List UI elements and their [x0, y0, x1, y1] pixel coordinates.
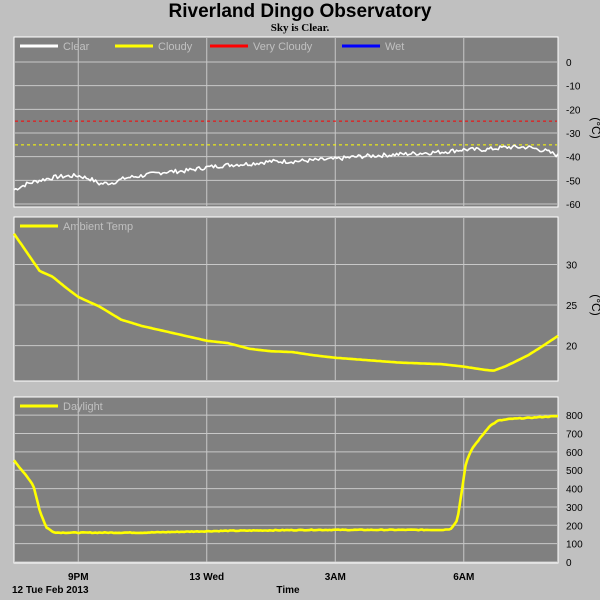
xtick-label: 3AM: [325, 572, 346, 583]
xtick-label: 6AM: [453, 572, 474, 583]
ambient-temp-legend-label: Ambient Temp: [63, 221, 133, 233]
daylight-ytick-label: 500: [566, 466, 583, 477]
tick-layer: 0-10-20-30-40-50-60202530010020030040050…: [68, 58, 583, 583]
sky-temp-legend-label: Wet: [385, 41, 404, 53]
x-axis-title: Time: [276, 585, 300, 596]
sky-temp-panel: (°C): [13, 36, 600, 208]
sky-temp-unit-label: (°C): [589, 117, 600, 138]
date-label: 12 Tue Feb 2013: [12, 585, 89, 596]
sky-temp-legend-label: Cloudy: [158, 41, 193, 53]
daylight-ytick-label: 0: [566, 558, 572, 569]
daylight-ytick-label: 200: [566, 521, 583, 532]
ambient-temp-ytick-label: 25: [566, 301, 578, 312]
sky-temp-ytick-label: -60: [566, 200, 581, 211]
daylight-ytick-label: 100: [566, 540, 583, 551]
daylight-ytick-label: 800: [566, 411, 583, 422]
daylight-panel: [13, 396, 559, 564]
sky-temp-ytick-label: -20: [566, 105, 581, 116]
grid-layer: [15, 38, 557, 563]
sky-temp-ytick-label: -50: [566, 176, 581, 187]
ambient-temp-plot-area: [13, 216, 559, 382]
daylight-ytick-label: 300: [566, 503, 583, 514]
sky-temp-series-line: [13, 144, 559, 191]
ambient-temp-ytick-label: 20: [566, 342, 578, 353]
daylight-ytick-label: 600: [566, 448, 583, 459]
daylight-plot-area: [13, 396, 559, 564]
daylight-ytick-label: 700: [566, 430, 583, 441]
sky-temp-legend-label: Very Cloudy: [253, 41, 313, 53]
sky-temp-ytick-label: -40: [566, 153, 581, 164]
chart-title: Riverland Dingo Observatory: [168, 1, 432, 22]
sky-status-subtitle: Sky is Clear.: [270, 22, 330, 34]
sky-temp-plot-area: [13, 36, 559, 208]
ambient-temp-ytick-label: 30: [566, 261, 578, 272]
sky-temp-legend-label: Clear: [63, 41, 90, 53]
sky-temp-ytick-label: -30: [566, 129, 581, 140]
daylight-series-line: [12, 414, 559, 535]
daylight-legend-label: Daylight: [63, 401, 103, 413]
ambient-temp-panel: (°C): [13, 216, 600, 382]
ambient-temp-series-line: [12, 232, 559, 372]
legend-layer: Clear Cloudy Very Cloudy Wet Ambient Temp Day…: [20, 41, 404, 413]
ambient-temp-unit-label: (°C): [589, 294, 600, 315]
data-layer: [12, 120, 559, 535]
xtick-label: 9PM: [68, 572, 89, 583]
daylight-ytick-label: 400: [566, 485, 583, 496]
sky-temp-ytick-label: 0: [566, 58, 572, 69]
sky-temp-ytick-label: -10: [566, 82, 581, 93]
xtick-label: 13 Wed: [189, 572, 224, 583]
